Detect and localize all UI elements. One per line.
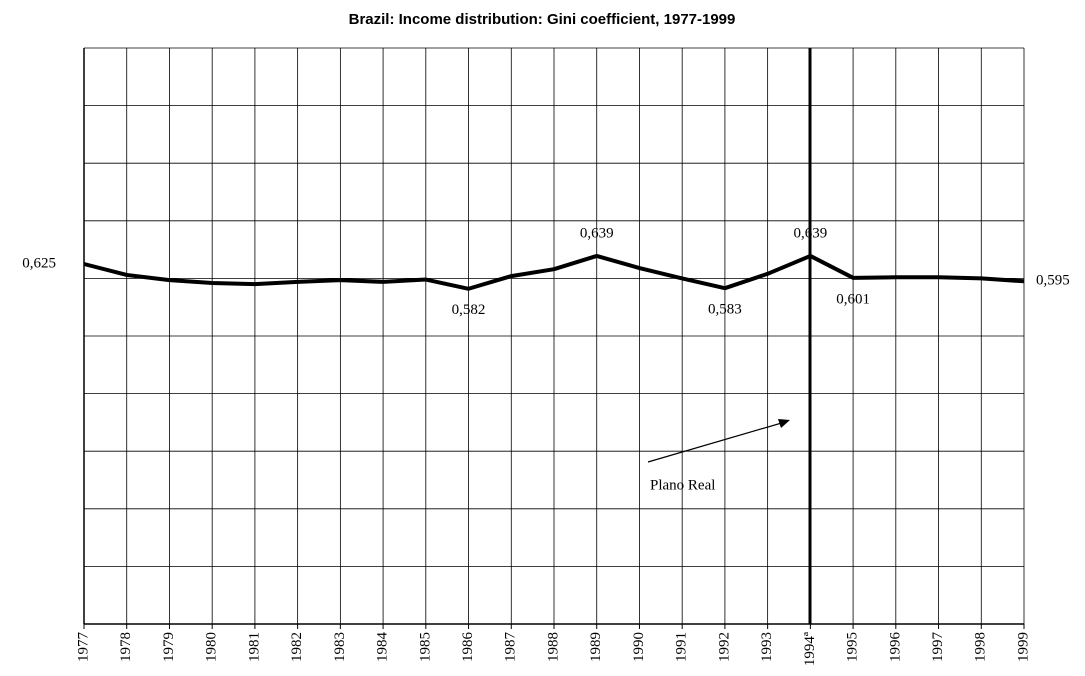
x-tick-label: 1986 [460, 632, 476, 663]
x-tick-label: 1991 [674, 632, 690, 662]
data-label: 0,639 [580, 225, 614, 241]
data-label: 0,639 [793, 225, 827, 241]
arrow-head [778, 419, 790, 428]
x-tick-label: 1989 [588, 632, 604, 662]
annotation-arrow [647, 421, 786, 463]
x-tick-label: 1997 [930, 632, 946, 663]
x-tick-label: 1988 [545, 632, 561, 662]
x-tick-label: 1980 [204, 632, 220, 662]
data-label: 0,582 [452, 302, 486, 318]
x-tick-label: 1995 [845, 632, 861, 662]
x-tick-label: 1978 [118, 632, 134, 662]
x-tick-label: 1998 [973, 632, 989, 662]
x-tick-label: 1994ª [802, 631, 818, 666]
x-tick-label: 1981 [246, 632, 262, 662]
data-label: 0,601 [836, 291, 870, 307]
x-tick-label: 1993 [759, 632, 775, 662]
x-tick-label: 1990 [631, 632, 647, 662]
x-tick-label: 1982 [289, 632, 305, 662]
data-label: 0,583 [708, 302, 742, 318]
x-tick-label: 1984 [375, 632, 391, 663]
x-tick-label: 1999 [1015, 632, 1031, 662]
x-tick-label: 1987 [503, 632, 519, 663]
x-tick-label: 1996 [887, 632, 903, 663]
chart-title: Brazil: Income distribution: Gini coeffi… [349, 11, 736, 28]
x-tick-label: 1983 [332, 632, 348, 662]
data-label: 0,625 [22, 255, 56, 271]
data-label: 0,595 [1036, 273, 1070, 289]
x-tick-label: 1985 [417, 632, 433, 662]
x-tick-label: 1992 [716, 632, 732, 662]
x-tick-label: 1977 [75, 632, 91, 663]
x-tick-label: 1979 [161, 632, 177, 662]
series-line [83, 253, 1025, 291]
annotation: Plano Real [650, 477, 715, 493]
